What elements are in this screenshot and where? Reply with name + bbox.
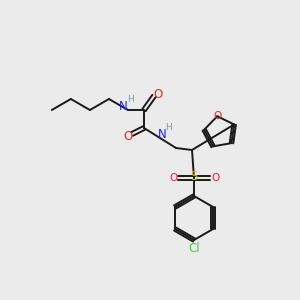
Text: S: S [190,169,198,182]
Text: Cl: Cl [188,242,200,256]
Text: N: N [118,100,127,112]
Text: O: O [153,88,163,100]
Text: O: O [123,130,133,142]
Text: O: O [213,111,221,121]
Text: O: O [169,173,177,183]
Text: H: H [166,124,172,133]
Text: N: N [158,128,166,140]
Text: H: H [127,95,134,104]
Text: O: O [211,173,219,183]
